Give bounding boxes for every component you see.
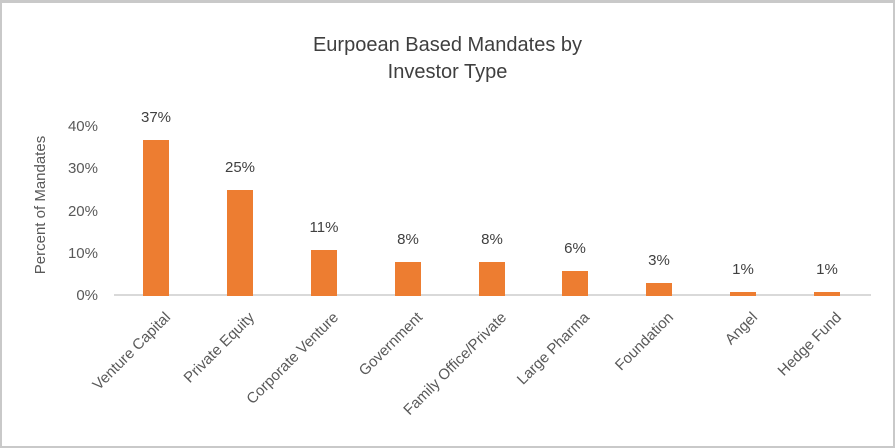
y-axis-tick-label: 0% xyxy=(76,287,98,304)
bar xyxy=(646,283,672,296)
bar-value-label: 25% xyxy=(224,159,256,176)
bar xyxy=(395,262,421,296)
bar-value-label: 6% xyxy=(564,240,586,257)
y-axis-tick-label: 40% xyxy=(67,118,98,135)
bar-value-label: 8% xyxy=(397,231,419,248)
bar-value-label: 3% xyxy=(648,252,670,269)
bar xyxy=(227,190,253,296)
bar xyxy=(143,140,169,296)
bar-value-label: 1% xyxy=(816,261,838,278)
bar-value-label: 37% xyxy=(140,109,172,126)
y-axis-tick-label: 20% xyxy=(67,203,98,220)
chart-title: Eurpoean Based Mandates by Investor Type xyxy=(312,34,583,83)
y-axis-tick-label: 30% xyxy=(67,160,98,177)
bar xyxy=(814,292,840,296)
bar xyxy=(479,262,505,296)
bar-value-label: 1% xyxy=(732,261,754,278)
y-axis-tick-label: 10% xyxy=(67,245,98,262)
bar xyxy=(311,250,337,296)
bar xyxy=(730,292,756,296)
bar-value-label: 11% xyxy=(309,219,339,236)
bar-value-label: 8% xyxy=(481,231,503,248)
bar xyxy=(562,271,588,296)
